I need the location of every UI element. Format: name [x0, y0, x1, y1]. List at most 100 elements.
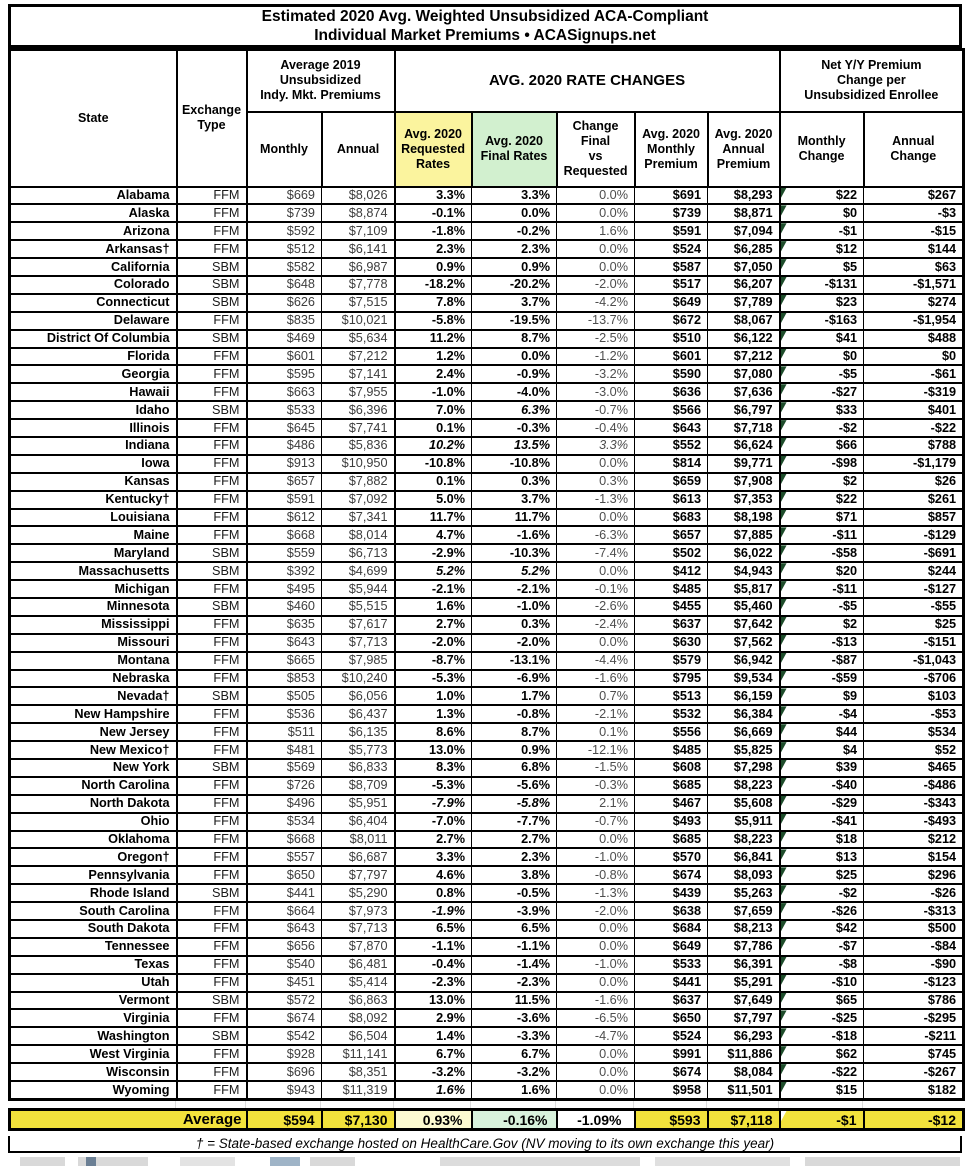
- cell-monthly-premium-2020[interactable]: $439: [634, 883, 709, 904]
- cell-annual-2019[interactable]: $7,778: [320, 274, 396, 295]
- cell-annual-2019[interactable]: $5,944: [320, 579, 396, 599]
- cell-final-rate[interactable]: 2.3%: [471, 239, 558, 260]
- cell-annual-2019[interactable]: $7,713: [320, 632, 396, 653]
- cell-exchange-type[interactable]: FFM: [175, 221, 247, 242]
- cell-state[interactable]: Oklahoma: [9, 829, 177, 850]
- cell-change-vs-requested[interactable]: -0.7%: [556, 811, 636, 832]
- cell-annual-premium-2020[interactable]: $7,718: [707, 418, 781, 438]
- cell-monthly-premium-2020[interactable]: $659: [634, 471, 709, 492]
- cell-annual-premium-2020[interactable]: $6,207: [707, 274, 781, 295]
- cell-annual-premium-2020[interactable]: $8,223: [707, 829, 781, 850]
- cell-final-rate[interactable]: -0.5%: [471, 883, 558, 904]
- cell-requested-rate[interactable]: 0.9%: [393, 257, 473, 277]
- cell-annual-2019[interactable]: $5,414: [320, 972, 396, 993]
- cell-monthly-change[interactable]: $0: [778, 203, 865, 224]
- cell-requested-rate[interactable]: 7.0%: [393, 400, 473, 421]
- cell-annual-2019[interactable]: $8,709: [320, 775, 396, 796]
- cell-state[interactable]: Arkansas†: [9, 239, 177, 260]
- cell-monthly-premium-2020[interactable]: $556: [634, 722, 709, 743]
- cell-final-rate[interactable]: -0.2%: [471, 221, 558, 242]
- cell-monthly-2019[interactable]: $392: [245, 561, 322, 582]
- cell-annual-change[interactable]: $401: [863, 400, 965, 421]
- cell-requested-rate[interactable]: 13.0%: [393, 740, 473, 760]
- cell-annual-change[interactable]: $786: [863, 990, 965, 1011]
- cell-monthly-premium-2020[interactable]: $739: [634, 203, 709, 224]
- cell-monthly-2019[interactable]: $592: [245, 221, 322, 242]
- cell-state[interactable]: Utah: [9, 972, 177, 993]
- cell-annual-premium-2020[interactable]: $6,285: [707, 239, 781, 260]
- cell-annual-change[interactable]: -$61: [863, 364, 965, 385]
- cell-change-vs-requested[interactable]: 3.3%: [556, 435, 636, 456]
- cell-annual-2019[interactable]: $10,021: [320, 310, 396, 331]
- cell-annual-premium-2020[interactable]: $8,213: [707, 919, 781, 939]
- cell-monthly-premium-2020[interactable]: $566: [634, 400, 709, 421]
- cell-monthly-change[interactable]: $0: [778, 346, 865, 367]
- cell-annual-premium-2020[interactable]: $11,501: [707, 1080, 781, 1101]
- cell-exchange-type[interactable]: FFM: [175, 346, 247, 367]
- cell-annual-premium-2020[interactable]: $6,391: [707, 954, 781, 975]
- cell-monthly-premium-2020[interactable]: $502: [634, 543, 709, 564]
- cell-annual-premium-2020[interactable]: $7,786: [707, 936, 781, 957]
- average-monthly-premium-cell[interactable]: $593: [633, 1108, 709, 1131]
- cell-monthly-change[interactable]: -$11: [778, 579, 865, 599]
- cell-exchange-type[interactable]: FFM: [175, 793, 247, 814]
- cell-annual-2019[interactable]: $6,504: [320, 1026, 396, 1047]
- cell-state[interactable]: Alaska: [9, 203, 177, 224]
- cell-state[interactable]: New Hampshire: [9, 704, 177, 725]
- cell-final-rate[interactable]: -5.6%: [471, 775, 558, 796]
- cell-monthly-premium-2020[interactable]: $591: [634, 221, 709, 242]
- cell-monthly-change[interactable]: $44: [778, 722, 865, 743]
- cell-requested-rate[interactable]: 6.5%: [393, 919, 473, 939]
- cell-annual-2019[interactable]: $6,863: [320, 990, 396, 1011]
- cell-state[interactable]: Ohio: [9, 811, 177, 832]
- cell-state[interactable]: South Dakota: [9, 919, 177, 939]
- cell-state[interactable]: West Virginia: [9, 1044, 177, 1065]
- cell-annual-2019[interactable]: $7,515: [320, 292, 396, 313]
- cell-requested-rate[interactable]: -10.8%: [393, 453, 473, 474]
- cell-monthly-2019[interactable]: $512: [245, 239, 322, 260]
- cell-change-vs-requested[interactable]: 0.0%: [556, 257, 636, 277]
- cell-annual-change[interactable]: $26: [863, 471, 965, 492]
- cell-state[interactable]: New York: [9, 758, 177, 778]
- cell-requested-rate[interactable]: 2.7%: [393, 829, 473, 850]
- cell-exchange-type[interactable]: FFM: [175, 954, 247, 975]
- cell-requested-rate[interactable]: 1.0%: [393, 686, 473, 707]
- cell-annual-change[interactable]: -$127: [863, 579, 965, 599]
- cell-monthly-change[interactable]: $13: [778, 847, 865, 868]
- cell-state[interactable]: Louisiana: [9, 507, 177, 528]
- cell-monthly-premium-2020[interactable]: $485: [634, 740, 709, 760]
- cell-requested-rate[interactable]: 3.3%: [393, 847, 473, 868]
- cell-monthly-2019[interactable]: $441: [245, 883, 322, 904]
- cell-monthly-change[interactable]: -$131: [778, 274, 865, 295]
- average-monthly-2019-cell[interactable]: $594: [245, 1108, 323, 1131]
- cell-annual-2019[interactable]: $6,437: [320, 704, 396, 725]
- cell-exchange-type[interactable]: FFM: [175, 936, 247, 957]
- cell-monthly-change[interactable]: -$163: [778, 310, 865, 331]
- cell-change-vs-requested[interactable]: -1.2%: [556, 346, 636, 367]
- cell-final-rate[interactable]: 6.8%: [471, 758, 558, 778]
- cell-exchange-type[interactable]: FFM: [175, 775, 247, 796]
- cell-change-vs-requested[interactable]: -6.3%: [556, 525, 636, 546]
- cell-monthly-change[interactable]: -$40: [778, 775, 865, 796]
- cell-annual-change[interactable]: -$295: [863, 1008, 965, 1029]
- cell-monthly-premium-2020[interactable]: $630: [634, 632, 709, 653]
- cell-exchange-type[interactable]: FFM: [175, 650, 247, 671]
- cell-final-rate[interactable]: -3.6%: [471, 1008, 558, 1029]
- cell-requested-rate[interactable]: -3.2%: [393, 1062, 473, 1083]
- cell-annual-change[interactable]: -$343: [863, 793, 965, 814]
- cell-requested-rate[interactable]: 0.1%: [393, 471, 473, 492]
- cell-annual-2019[interactable]: $5,836: [320, 435, 396, 456]
- cell-monthly-premium-2020[interactable]: $412: [634, 561, 709, 582]
- cell-annual-premium-2020[interactable]: $5,911: [707, 811, 781, 832]
- cell-final-rate[interactable]: 13.5%: [471, 435, 558, 456]
- cell-requested-rate[interactable]: -1.8%: [393, 221, 473, 242]
- table-title[interactable]: Estimated 2020 Avg. Weighted Unsubsidize…: [8, 4, 962, 48]
- cell-annual-2019[interactable]: $11,141: [320, 1044, 396, 1065]
- cell-monthly-change[interactable]: -$59: [778, 668, 865, 689]
- cell-annual-change[interactable]: $182: [863, 1080, 965, 1101]
- cell-exchange-type[interactable]: SBM: [175, 561, 247, 582]
- cell-annual-change[interactable]: $261: [863, 489, 965, 510]
- cell-exchange-type[interactable]: FFM: [175, 435, 247, 456]
- cell-exchange-type[interactable]: FFM: [175, 614, 247, 635]
- cell-exchange-type[interactable]: FFM: [175, 632, 247, 653]
